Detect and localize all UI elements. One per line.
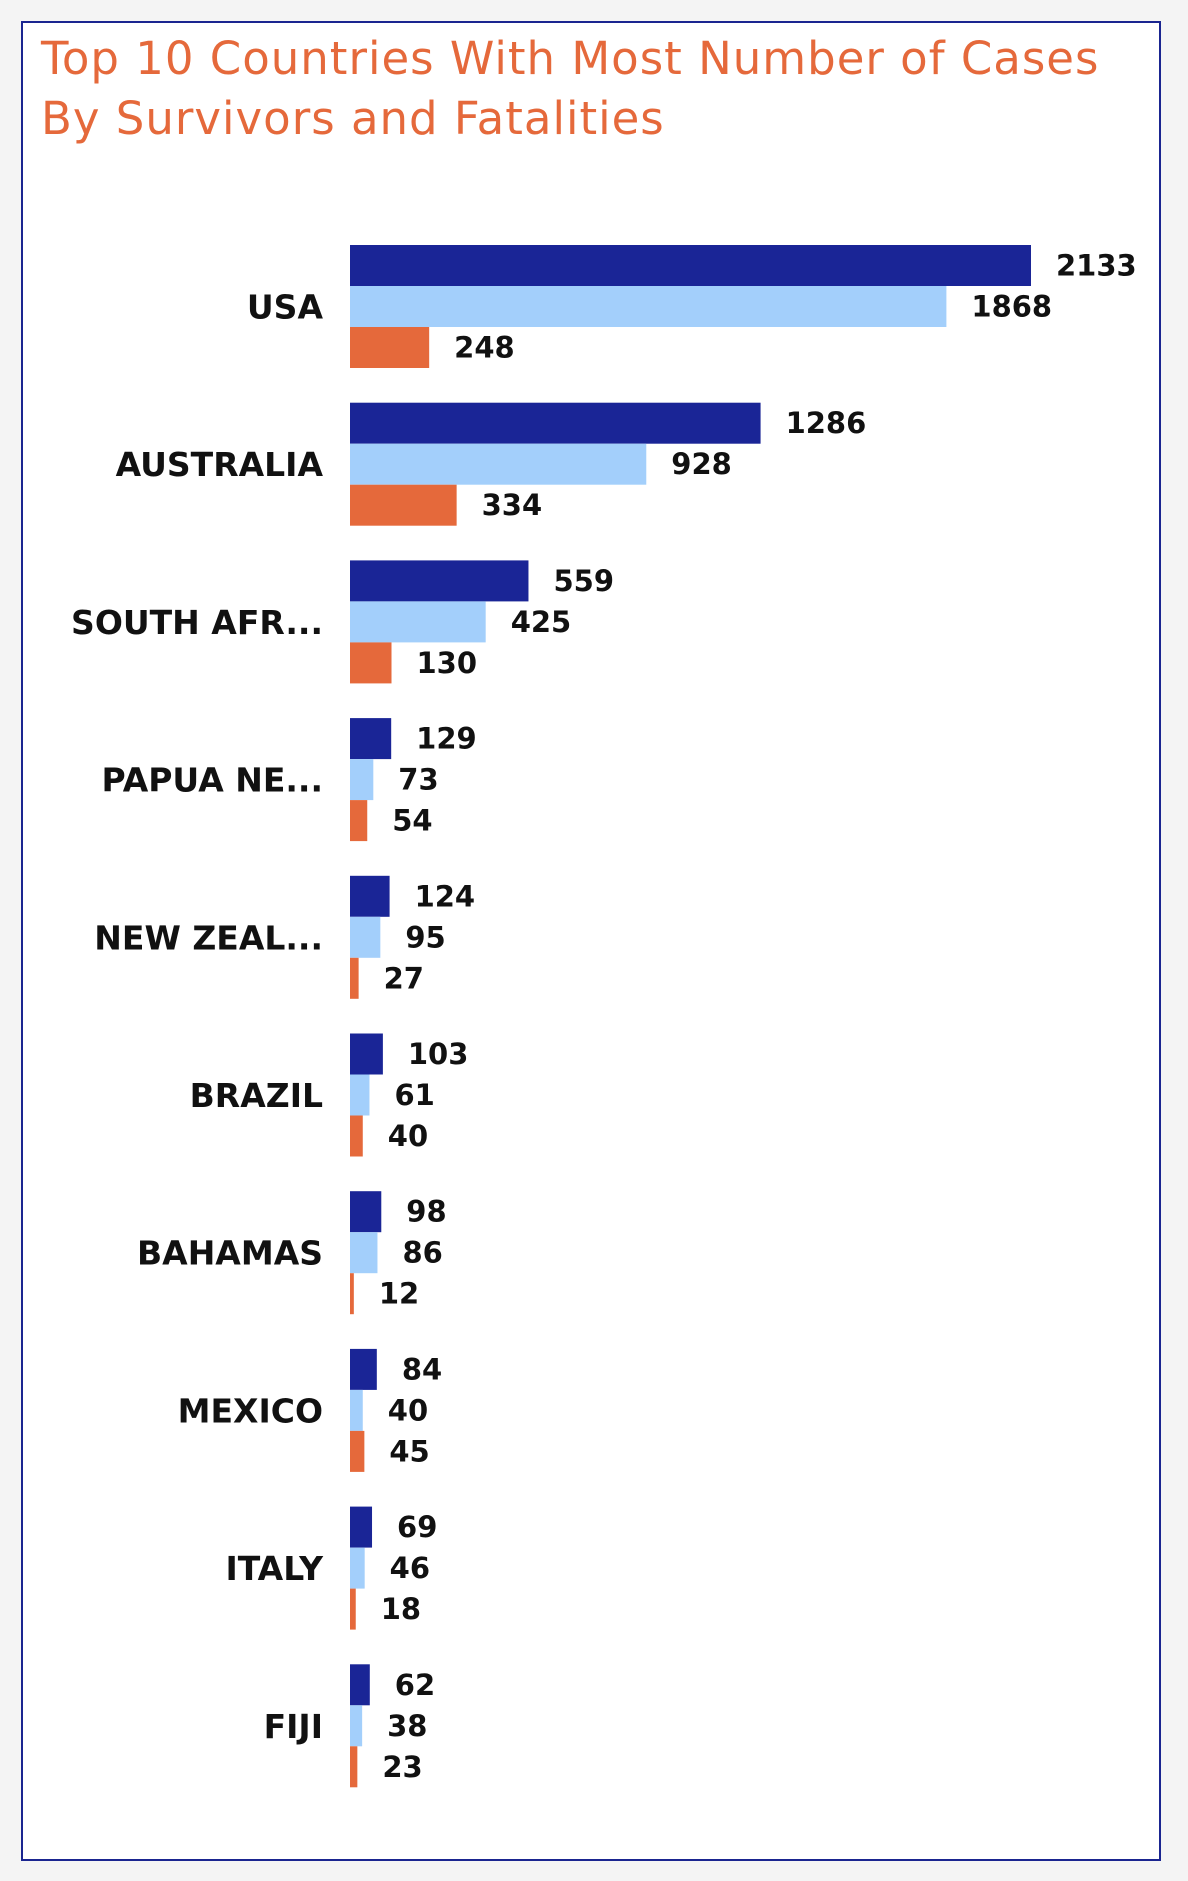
bar-series-1 (350, 875, 390, 917)
data-label: 559 (553, 564, 614, 598)
category-label: FIJI (264, 1707, 323, 1746)
category-label: MEXICO (178, 1391, 323, 1430)
bar-series-1 (350, 245, 1031, 286)
data-label: 23 (382, 1750, 422, 1784)
data-label: 129 (416, 722, 477, 756)
chart-title-line-2: By Survivors and Fatalities (41, 92, 665, 145)
bar-series-2 (350, 1705, 363, 1747)
data-label: 12 (379, 1277, 419, 1311)
bar-series-1 (350, 1506, 373, 1548)
category-label: SOUTH AFR... (71, 603, 323, 642)
data-label: 103 (408, 1037, 469, 1071)
bar-series-3 (350, 642, 392, 684)
category-label: NEW ZEAL... (94, 918, 323, 957)
data-label: 95 (405, 920, 445, 954)
bar-series-3 (350, 800, 368, 842)
data-label: 1286 (786, 406, 867, 440)
bar-series-2 (350, 1232, 378, 1274)
bar-series-1 (350, 1348, 377, 1390)
bar-series-3 (350, 1746, 358, 1788)
bar-group-italy: ITALY 69 46 18 (225, 1506, 437, 1630)
bar-series-3 (350, 484, 457, 526)
bar-series-1 (350, 1664, 370, 1706)
chart-title-line-1: Top 10 Countries With Most Number of Cas… (41, 32, 1100, 85)
bar-group-mexico: MEXICO 84 40 45 (178, 1348, 442, 1472)
category-label: AUSTRALIA (116, 445, 324, 484)
data-label: 98 (406, 1195, 446, 1229)
data-label: 86 (402, 1236, 442, 1270)
bar-group-australia: AUSTRALIA 1286 928 334 (116, 402, 867, 526)
data-label: 124 (415, 879, 476, 913)
data-label: 38 (387, 1709, 427, 1743)
bar-group-papua-ne: PAPUA NE... 129 73 54 (102, 718, 477, 842)
bar-series-2 (350, 1074, 370, 1116)
category-label: USA (247, 288, 324, 327)
data-label: 62 (395, 1668, 435, 1702)
bar-group-new-zeal: NEW ZEAL... 124 95 27 (94, 875, 476, 999)
data-label: 334 (482, 488, 543, 522)
data-label: 1868 (971, 290, 1052, 324)
bar-series-2 (350, 601, 486, 643)
bar-series-2 (350, 443, 647, 485)
bar-group-fiji: FIJI 62 38 23 (264, 1664, 435, 1788)
category-label: BAHAMAS (137, 1234, 323, 1273)
data-label: 73 (398, 763, 438, 797)
bar-series-1 (350, 1033, 383, 1075)
bar-series-2 (350, 1389, 363, 1431)
bar-series-1 (350, 1191, 382, 1233)
category-label: ITALY (225, 1549, 324, 1588)
data-label: 40 (388, 1393, 428, 1427)
bar-series-3 (350, 1430, 365, 1472)
data-label: 425 (511, 605, 572, 639)
bar-series-2 (350, 916, 381, 958)
bar-series-2 (350, 759, 374, 801)
bar-series-3 (350, 1115, 363, 1157)
data-label: 54 (392, 804, 432, 838)
bar-series-3 (350, 327, 430, 368)
data-label: 45 (389, 1434, 429, 1468)
data-label: 61 (394, 1078, 434, 1112)
chart-card: Top 10 Countries With Most Number of Cas… (21, 21, 1161, 1861)
bar-group-bahamas: BAHAMAS 98 86 12 (137, 1191, 447, 1315)
data-label: 130 (417, 646, 478, 680)
data-label: 248 (454, 331, 515, 365)
data-label: 40 (388, 1119, 428, 1153)
bar-series-3 (350, 1273, 354, 1315)
data-label: 69 (397, 1510, 437, 1544)
chart-title: Top 10 Countries With Most Number of Cas… (41, 29, 1141, 149)
bar-series-1 (350, 402, 761, 444)
bar-series-2 (350, 1547, 365, 1589)
data-label: 46 (390, 1551, 430, 1585)
bar-series-3 (350, 1588, 356, 1630)
category-label: BRAZIL (190, 1076, 323, 1115)
category-label: PAPUA NE... (102, 761, 323, 800)
data-label: 27 (384, 961, 424, 995)
bar-series-2 (350, 286, 947, 327)
bar-series-1 (350, 718, 392, 760)
data-label: 84 (402, 1352, 442, 1386)
data-label: 18 (381, 1592, 421, 1626)
bar-series-1 (350, 560, 529, 602)
bar-series-3 (350, 957, 359, 999)
bar-group-brazil: BRAZIL 103 61 40 (190, 1033, 469, 1157)
bar-group-south-afr: SOUTH AFR... 559 425 130 (71, 560, 614, 684)
data-label: 2133 (1056, 249, 1137, 283)
data-label: 928 (671, 447, 732, 481)
